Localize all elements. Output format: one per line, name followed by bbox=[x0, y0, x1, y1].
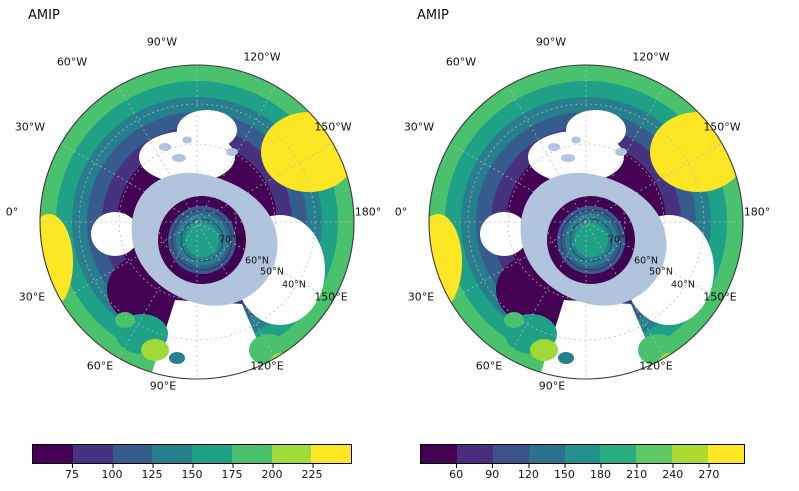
lat-label: 50°N bbox=[260, 266, 284, 278]
colorbar-segment bbox=[112, 445, 153, 463]
lon-label: 0° bbox=[5, 205, 19, 219]
colorbar-tick-label: 125 bbox=[141, 464, 163, 481]
lon-label: 60°W bbox=[445, 55, 477, 69]
lat-label: 60°N bbox=[245, 255, 269, 267]
lon-label: 90°W bbox=[146, 35, 178, 49]
colorbar-ticks: 75 100 125 150 175 200 225 bbox=[32, 464, 352, 484]
lon-label: 30°E bbox=[18, 290, 46, 304]
lon-label: 90°W bbox=[535, 35, 567, 49]
colorbar-tick-label: 270 bbox=[698, 464, 720, 481]
lon-label: 180° bbox=[354, 205, 382, 219]
colorbar-segment bbox=[672, 445, 709, 463]
colorbar-gradient bbox=[420, 444, 745, 464]
lon-label: 150°E bbox=[703, 290, 737, 304]
panel-title: AMIP bbox=[28, 8, 60, 23]
colorbar-segment bbox=[72, 445, 113, 463]
colorbar-segment bbox=[421, 445, 457, 463]
lon-label: 90°E bbox=[538, 379, 566, 393]
lat-label: 40°N bbox=[671, 279, 695, 291]
lat-label: 40°N bbox=[282, 279, 306, 291]
colorbar-tick-label: 150 bbox=[181, 464, 203, 481]
colorbar-segment bbox=[564, 445, 601, 463]
colorbar-tick-label: 100 bbox=[101, 464, 123, 481]
colorbar-tick-label: 75 bbox=[65, 464, 79, 481]
lon-label: 60°E bbox=[475, 359, 503, 373]
lon-label: 150°W bbox=[314, 120, 352, 134]
map-panel-right: AMIP 90°W 60°W 120°W 30°W 150°W 0° 180° … bbox=[389, 0, 779, 491]
colorbar-tick-label: 60 bbox=[449, 464, 464, 481]
lon-label: 30°W bbox=[403, 120, 435, 134]
lon-label: 150°W bbox=[703, 120, 741, 134]
colorbar-tick-label: 90 bbox=[485, 464, 500, 481]
polar-map bbox=[37, 62, 357, 382]
lon-label: 60°W bbox=[56, 55, 88, 69]
lon-label: 30°E bbox=[407, 290, 435, 304]
colorbar-segment bbox=[192, 445, 232, 463]
colorbar-tick-label: 120 bbox=[517, 464, 539, 481]
lon-label: 120°W bbox=[632, 50, 670, 64]
lon-label: 150°E bbox=[314, 290, 348, 304]
panel-title: AMIP bbox=[417, 8, 449, 23]
colorbar: 60 90 120 150 180 210 240 270 bbox=[420, 444, 745, 486]
colorbar-segment bbox=[311, 445, 351, 463]
colorbar-ticks: 60 90 120 150 180 210 240 270 bbox=[420, 464, 745, 484]
colorbar-segment bbox=[600, 445, 637, 463]
lon-label: 30°W bbox=[14, 120, 46, 134]
colorbar: 75 100 125 150 175 200 225 bbox=[32, 444, 352, 486]
colorbar-segment bbox=[456, 445, 493, 463]
lon-label: 120°E bbox=[250, 359, 284, 373]
lon-label: 60°E bbox=[86, 359, 114, 373]
lat-label: 60°N bbox=[634, 255, 658, 267]
colorbar-segment bbox=[33, 445, 73, 463]
colorbar-segment bbox=[492, 445, 529, 463]
lon-label: 180° bbox=[743, 205, 771, 219]
colorbar-segment bbox=[528, 445, 565, 463]
colorbar-tick-label: 180 bbox=[590, 464, 612, 481]
lat-label: 50°N bbox=[649, 266, 673, 278]
colorbar-tick-label: 225 bbox=[301, 464, 323, 481]
colorbar-tick-label: 240 bbox=[662, 464, 684, 481]
colorbar-gradient bbox=[32, 444, 352, 464]
lon-label: 120°W bbox=[243, 50, 281, 64]
colorbar-segment bbox=[636, 445, 673, 463]
lon-label: 90°E bbox=[149, 379, 177, 393]
lon-label: 120°E bbox=[639, 359, 673, 373]
lat-label: 70°N bbox=[219, 234, 243, 246]
lon-label: 0° bbox=[394, 205, 408, 219]
colorbar-tick-label: 150 bbox=[553, 464, 575, 481]
colorbar-tick-label: 210 bbox=[626, 464, 648, 481]
map-panel-left: AMIP 90°W 60°W 120°W 30°W 150°W 0° 180° … bbox=[0, 0, 390, 491]
polar-map bbox=[426, 62, 746, 382]
colorbar-segment bbox=[271, 445, 312, 463]
lat-label: 70°N bbox=[608, 234, 632, 246]
colorbar-segment bbox=[152, 445, 192, 463]
colorbar-tick-label: 200 bbox=[261, 464, 283, 481]
colorbar-segment bbox=[231, 445, 272, 463]
colorbar-tick-label: 175 bbox=[221, 464, 243, 481]
colorbar-segment bbox=[708, 445, 745, 463]
